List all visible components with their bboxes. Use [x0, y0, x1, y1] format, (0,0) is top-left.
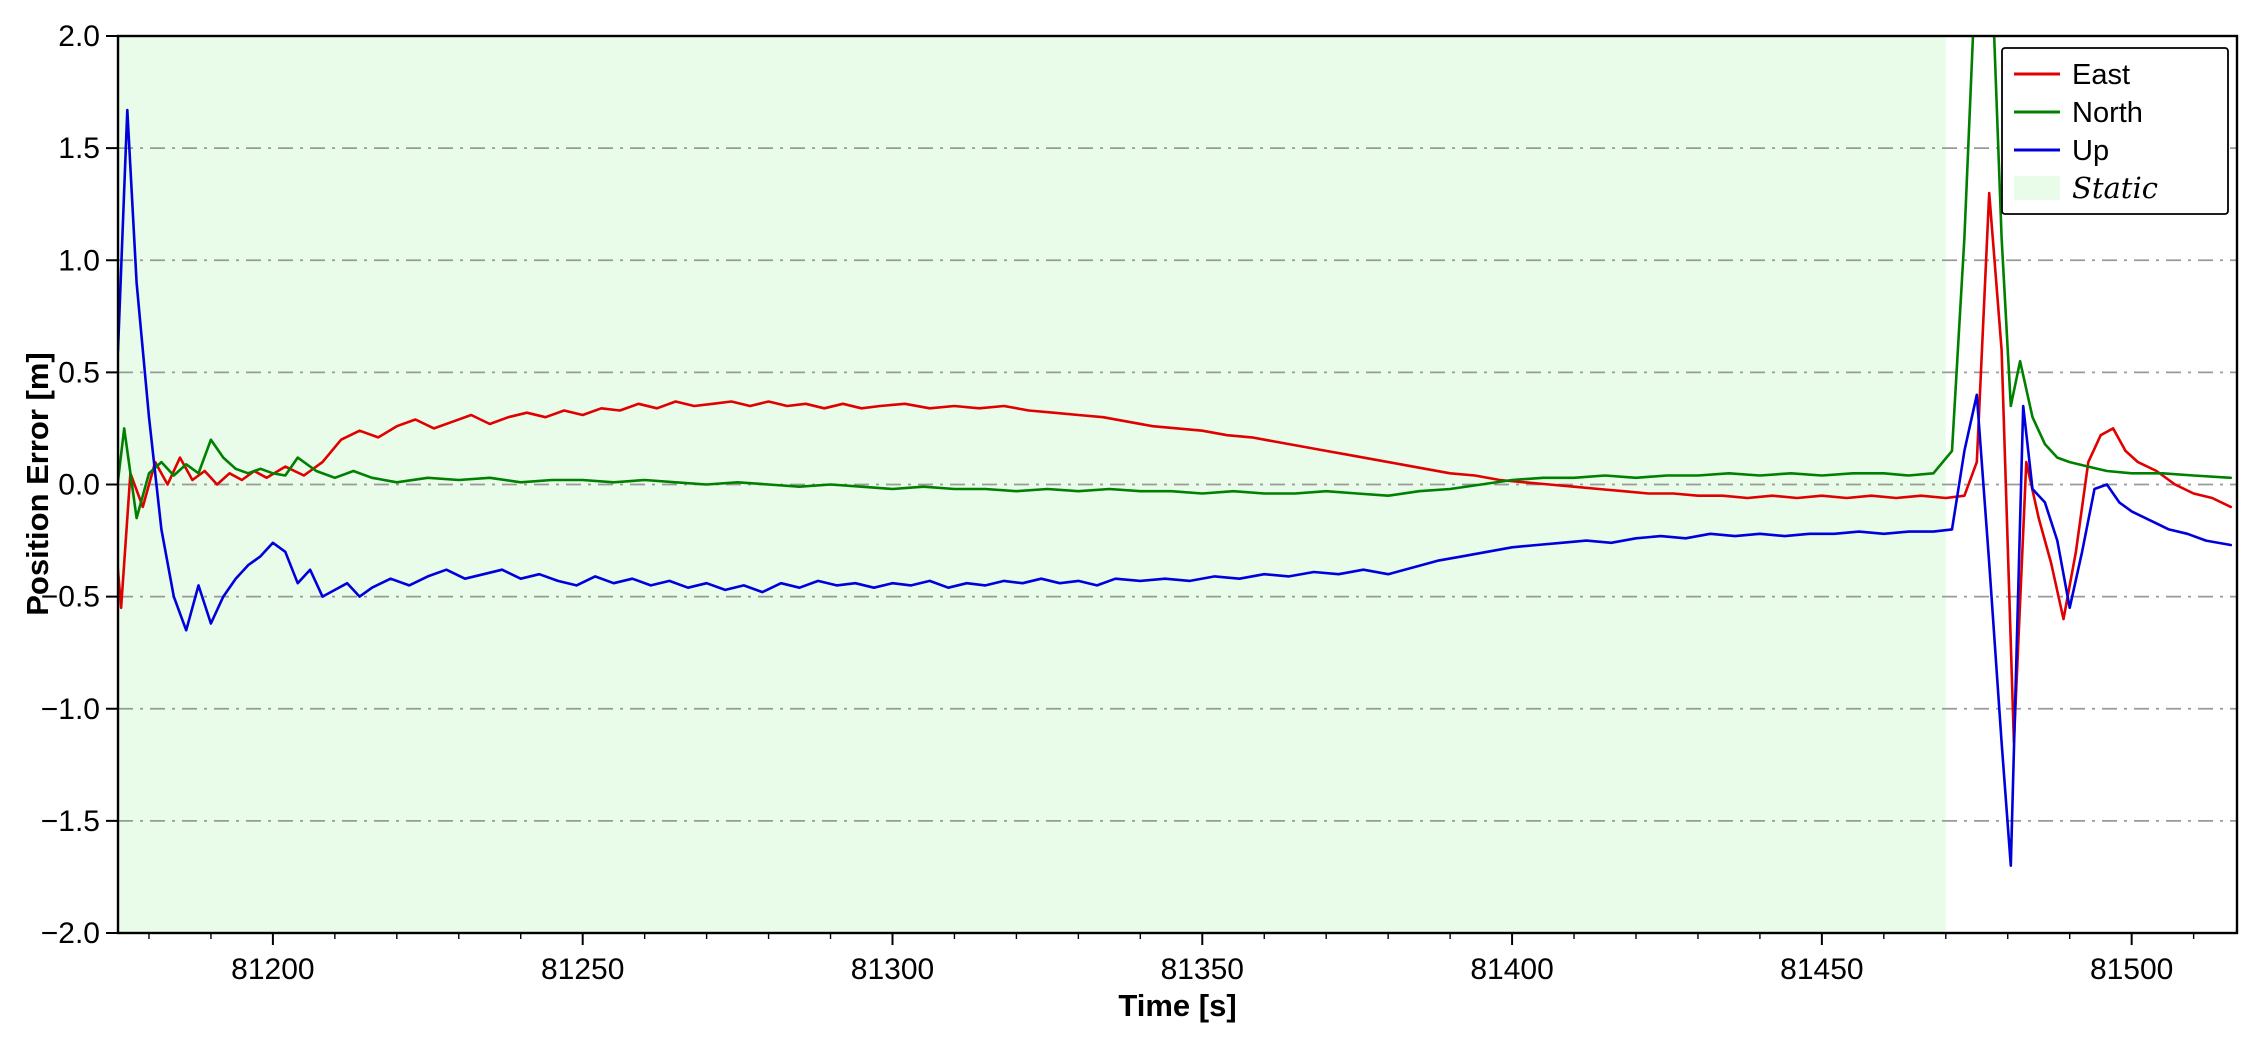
y-axis-label: Position Error [m]: [20, 352, 55, 616]
series-line-north: [118, 36, 2233, 520]
x-tick-label: 81200: [231, 953, 314, 986]
x-axis-label: Time [s]: [1118, 988, 1237, 1023]
legend-label-up: Up: [2072, 135, 2109, 167]
series-line-east: [118, 191, 2233, 744]
legend-patch-static: [2014, 176, 2060, 200]
x-tick-label: 81350: [1161, 953, 1244, 986]
y-tick-label: 1.5: [58, 132, 100, 165]
y-tick-label: −1.5: [41, 805, 100, 838]
y-tick-label: −2.0: [41, 917, 100, 950]
y-tick-label: 0.5: [58, 356, 100, 389]
legend: East North Up Static: [2001, 47, 2229, 215]
y-tick-label: −1.0: [41, 693, 100, 726]
legend-label-east: East: [2072, 59, 2130, 91]
x-tick-label: 81400: [1470, 953, 1553, 986]
x-tick-label: 81500: [2090, 953, 2173, 986]
series-line-up: [118, 108, 2233, 868]
x-tick-label: 81300: [851, 953, 934, 986]
static-region-shading: [118, 36, 1946, 933]
x-tick-label: 81450: [1780, 953, 1863, 986]
y-tick-label: 2.0: [58, 20, 100, 53]
y-tick-label: −0.5: [41, 581, 100, 614]
y-tick-label: 1.0: [58, 244, 100, 277]
legend-label-north: North: [2072, 97, 2143, 129]
legend-box: [2001, 47, 2229, 215]
x-tick-label: 81250: [541, 953, 624, 986]
y-tick-label: 0.0: [58, 469, 100, 502]
legend-label-static: Static: [2072, 171, 2158, 205]
